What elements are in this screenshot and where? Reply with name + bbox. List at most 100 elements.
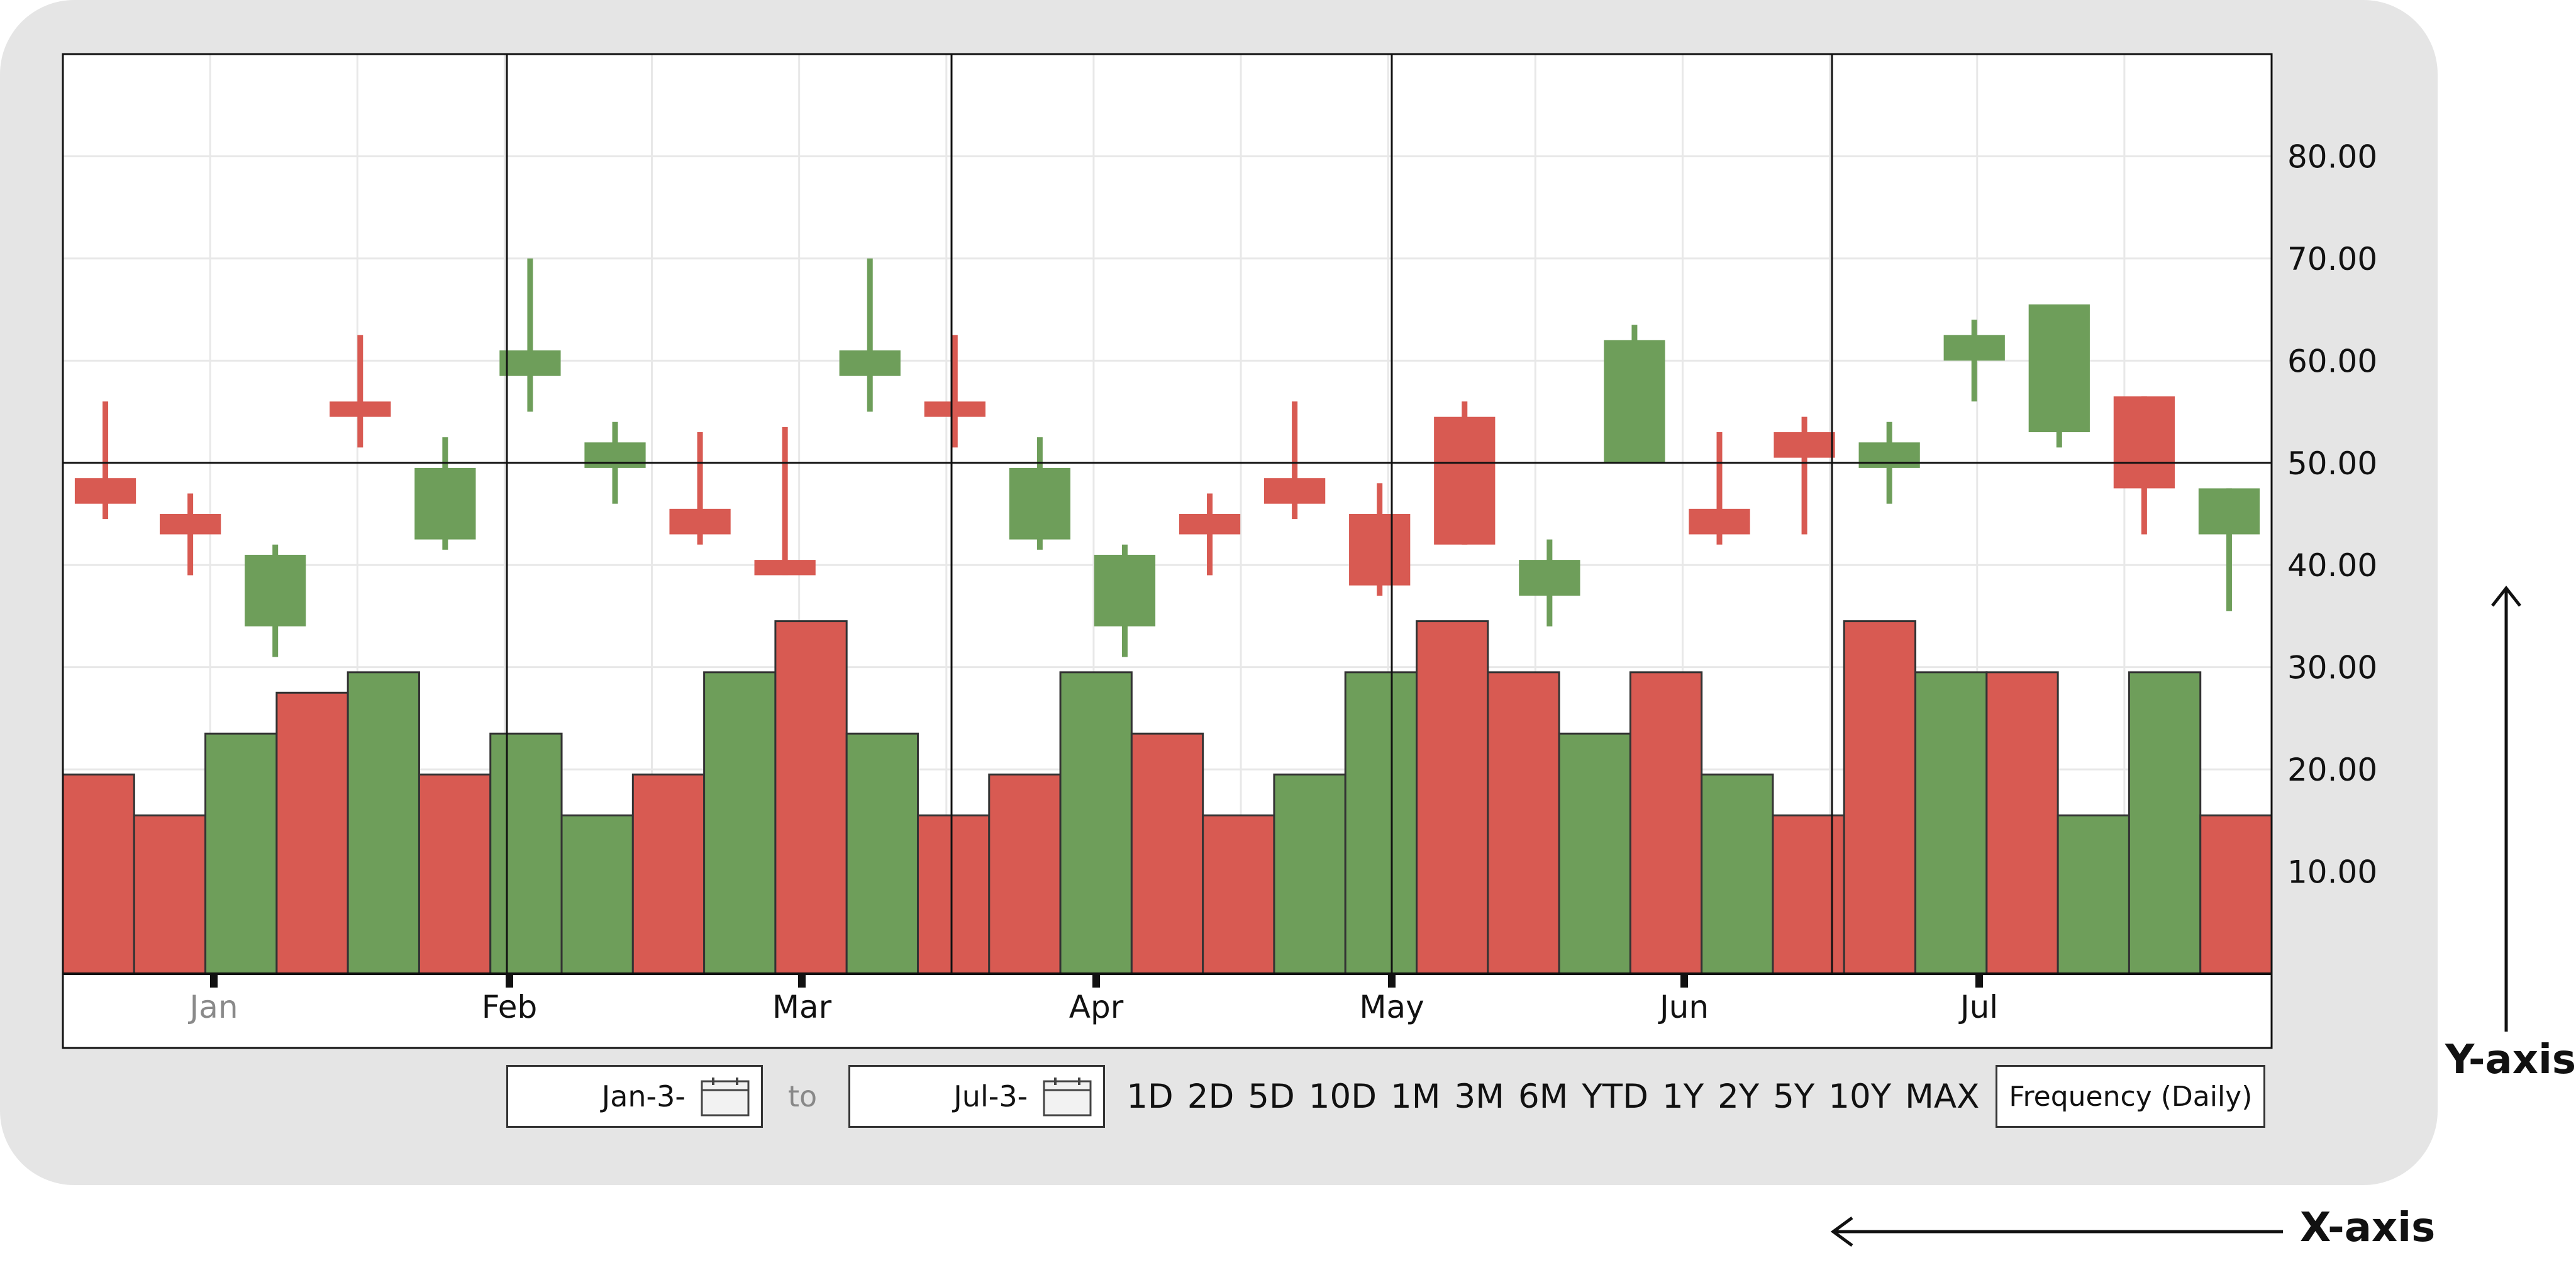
volume-bar (1202, 814, 1275, 975)
frequency-dropdown[interactable]: Frequency (Daily) (1996, 1065, 2266, 1128)
candle-body (2028, 304, 2090, 433)
candle-body (1179, 514, 1241, 535)
start-date-field[interactable]: Jan-3- (506, 1065, 763, 1128)
x-tick (1680, 974, 1688, 988)
volume-bar (1843, 620, 1917, 975)
volume-bar (1487, 671, 1560, 975)
range-button-1m[interactable]: 1M (1391, 1077, 1441, 1116)
x-tick (506, 974, 513, 988)
x-tick (210, 974, 218, 988)
range-button-1d[interactable]: 1D (1126, 1077, 1174, 1116)
candle-body (1434, 416, 1496, 545)
volume-bar (275, 691, 349, 975)
candle-body (1263, 478, 1326, 504)
volume-bar (1985, 671, 2059, 975)
volume-bar (2128, 671, 2202, 975)
candle-body (2198, 488, 2260, 535)
volume-bar (347, 671, 420, 975)
candle-body (1604, 340, 1665, 463)
candle-body (754, 560, 816, 576)
candle-body (1689, 508, 1750, 535)
candle-body (839, 350, 901, 376)
range-button-6m[interactable]: 6M (1518, 1077, 1568, 1116)
volume-bar (988, 773, 1062, 975)
y-axis-label: Y-axis (2445, 1037, 2576, 1083)
chart-frame (62, 53, 2273, 1049)
to-label: to (788, 1079, 818, 1113)
volume-bar (845, 732, 919, 975)
end-date-field[interactable]: Jul-3- (848, 1065, 1106, 1128)
candle-body (1009, 467, 1071, 540)
candle-body (584, 442, 646, 468)
volume-bar (631, 773, 706, 975)
calendar-icon[interactable] (701, 1076, 750, 1117)
x-tick (1975, 974, 1983, 988)
x-tick-label: Jul (1958, 989, 1998, 1025)
volume-bar (418, 773, 492, 975)
volume-bar (2199, 814, 2273, 975)
arrow-icon (2491, 585, 2521, 1032)
range-button-10y[interactable]: 10Y (1828, 1077, 1892, 1116)
x-tick (798, 974, 806, 988)
volume-bar (1629, 671, 1703, 975)
range-button-1y[interactable]: 1Y (1662, 1077, 1704, 1116)
candle-body (1349, 514, 1411, 586)
volume-bar (204, 732, 278, 975)
range-buttons: 1D 2D 5D 10D 1M 3M 6M YTD 1Y 2Y 5Y 10Y M… (1126, 1078, 1993, 1116)
volume-bar (1914, 671, 1988, 975)
volume-bar (1701, 773, 1774, 975)
candle-body (1858, 442, 1920, 468)
range-button-10d[interactable]: 10D (1308, 1077, 1377, 1116)
volume-bar (489, 732, 563, 975)
candle-body (74, 478, 136, 504)
candle-body (1094, 554, 1156, 627)
range-button-5y[interactable]: 5Y (1773, 1077, 1815, 1116)
y-tick-label: 40.00 (2287, 547, 2377, 584)
volume-bar (1558, 732, 1631, 975)
x-tick-label: Jan (187, 989, 238, 1025)
candle-body (2113, 396, 2175, 489)
candle-body (669, 508, 731, 535)
candle-body (924, 401, 985, 417)
x-tick-label: Apr (1069, 989, 1124, 1025)
candle-body (245, 554, 306, 627)
range-button-2y[interactable]: 2Y (1718, 1077, 1760, 1116)
range-button-5d[interactable]: 5D (1248, 1077, 1295, 1116)
range-button-2d[interactable]: 2D (1187, 1077, 1235, 1116)
x-tick-label: Jun (1658, 989, 1709, 1025)
y-tick-label: 60.00 (2287, 343, 2377, 379)
candle-body (414, 467, 476, 540)
volume-bar (1130, 732, 1204, 975)
candle-body (330, 401, 391, 417)
volume-bar (133, 814, 207, 975)
volume-bar (1344, 671, 1418, 975)
x-tick-label: May (1359, 989, 1424, 1025)
range-button-3m[interactable]: 3M (1454, 1077, 1504, 1116)
y-tick-label: 20.00 (2287, 752, 2377, 788)
y-tick-label: 30.00 (2287, 650, 2377, 686)
volume-bar (1416, 620, 1489, 975)
x-tick-label: Mar (772, 989, 832, 1025)
volume-bar (1059, 671, 1133, 975)
x-tick (1092, 974, 1100, 988)
y-tick-label: 80.00 (2287, 138, 2377, 175)
volume-bar (62, 773, 135, 975)
candle-body (159, 514, 221, 535)
calendar-icon[interactable] (1043, 1076, 1092, 1117)
volume-bar (916, 814, 991, 975)
volume-bar (1273, 773, 1346, 975)
y-tick-label: 50.00 (2287, 445, 2377, 482)
volume-bar (560, 814, 634, 975)
x-tick-label: Feb (482, 989, 538, 1025)
range-button-ytd[interactable]: YTD (1582, 1077, 1648, 1116)
candle-body (1519, 560, 1580, 596)
range-button-max[interactable]: MAX (1905, 1077, 1980, 1116)
volume-bar (703, 671, 777, 975)
y-tick-label: 10.00 (2287, 854, 2377, 891)
end-date-value: Jul-3- (953, 1079, 1028, 1113)
x-axis-label: X-axis (2300, 1205, 2436, 1251)
candle-body (1774, 432, 1835, 458)
volume-bar (774, 620, 848, 975)
x-tick (1388, 974, 1396, 988)
